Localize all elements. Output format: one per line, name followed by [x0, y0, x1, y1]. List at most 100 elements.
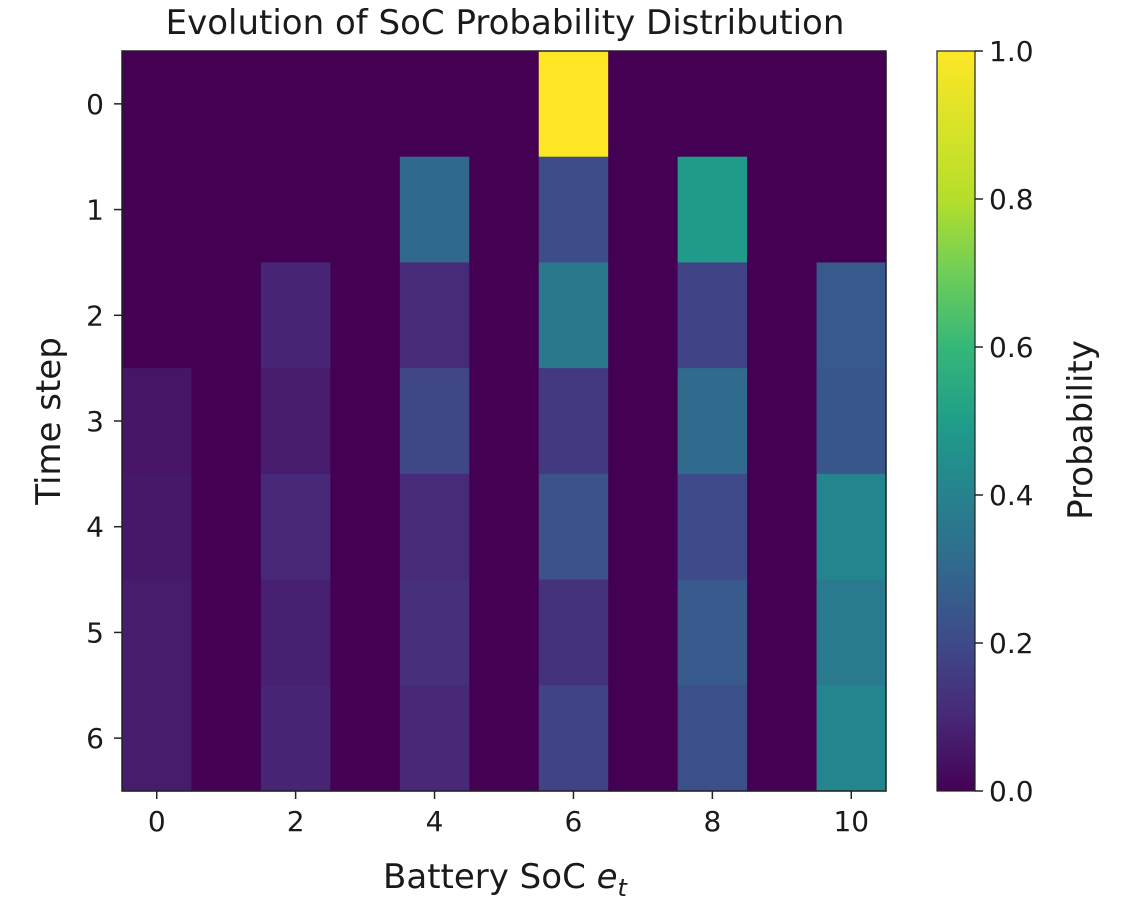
heatmap-cell — [816, 51, 887, 158]
heatmap-cell — [816, 473, 887, 581]
heatmap-cell — [399, 262, 470, 369]
heatmap-cell — [747, 156, 818, 264]
x-tick-label: 0 — [148, 805, 166, 838]
heatmap-cell — [330, 685, 401, 792]
colorbar-tick-label: 0.2 — [989, 627, 1034, 660]
heatmap-cell — [538, 262, 609, 369]
x-axis-label: Battery SoC et — [383, 857, 629, 902]
heatmap-cell — [399, 51, 470, 158]
heatmap-cell — [330, 51, 401, 158]
heatmap-cell — [747, 579, 818, 686]
heatmap-cell — [747, 473, 818, 581]
heatmap-cell — [399, 156, 470, 264]
colorbar-tick-label: 1.0 — [989, 35, 1034, 68]
y-axis-ticks: 0 1 2 3 4 5 6 — [86, 88, 122, 755]
y-tick-label: 4 — [86, 511, 104, 544]
heatmap-cell — [469, 473, 540, 581]
x-tick-label: 8 — [703, 805, 721, 838]
heatmap-cell — [677, 685, 748, 792]
heatmap-cell — [122, 156, 193, 264]
y-tick-label: 2 — [86, 299, 104, 332]
y-tick-label: 0 — [86, 88, 104, 121]
heatmap-cell — [816, 579, 887, 686]
y-tick-label: 5 — [86, 616, 104, 649]
chart-title: Evolution of SoC Probability Distributio… — [166, 3, 845, 43]
heatmap-cells — [122, 51, 887, 792]
y-axis-label: Time step — [29, 337, 69, 506]
y-tick-label: 1 — [86, 194, 104, 227]
heatmap-cell — [122, 51, 193, 158]
heatmap-cell — [608, 473, 679, 581]
heatmap-cell — [469, 156, 540, 264]
heatmap-cell — [816, 156, 887, 264]
heatmap-cell — [191, 51, 262, 158]
heatmap-cell — [608, 685, 679, 792]
heatmap-cell — [399, 368, 470, 475]
heatmap-cell — [538, 685, 609, 792]
heatmap-cell — [260, 51, 331, 158]
heatmap-cell — [191, 156, 262, 264]
heatmap-cell — [330, 473, 401, 581]
x-tick-label: 4 — [426, 805, 444, 838]
heatmap-cell — [538, 579, 609, 686]
heatmap-cell — [330, 368, 401, 475]
heatmap-cell — [608, 156, 679, 264]
heatmap-cell — [399, 579, 470, 686]
heatmap-cell — [747, 685, 818, 792]
x-tick-label: 10 — [833, 805, 869, 838]
heatmap-cell — [538, 51, 609, 158]
heatmap-cell — [538, 368, 609, 475]
heatmap-cell — [747, 51, 818, 158]
colorbar-tick-label: 0.8 — [989, 183, 1034, 216]
colorbar-ticks: 0.0 0.2 0.4 0.6 0.8 1.0 — [975, 35, 1034, 808]
heatmap-cell — [608, 51, 679, 158]
heatmap-cell — [122, 685, 193, 792]
heatmap-cell — [608, 579, 679, 686]
heatmap-cell — [260, 262, 331, 369]
y-tick-label: 3 — [86, 405, 104, 438]
heatmap-cell — [330, 262, 401, 369]
heatmap-cell — [122, 368, 193, 475]
heatmap-cell — [260, 579, 331, 686]
heatmap-cell — [122, 262, 193, 369]
heatmap-cell — [191, 579, 262, 686]
heatmap-cell — [191, 368, 262, 475]
colorbar-tick-label: 0.0 — [989, 775, 1034, 808]
heatmap-cell — [469, 51, 540, 158]
heatmap-cell — [677, 368, 748, 475]
heatmap-cell — [677, 262, 748, 369]
colorbar-label: Probability — [1061, 340, 1101, 520]
heatmap-cell — [747, 368, 818, 475]
heatmap-cell — [399, 685, 470, 792]
heatmap-cell — [538, 473, 609, 581]
heatmap-cell — [608, 262, 679, 369]
heatmap-cell — [469, 368, 540, 475]
heatmap-cell — [677, 473, 748, 581]
heatmap-cell — [816, 685, 887, 792]
heatmap-cell — [260, 156, 331, 264]
heatmap-cell — [677, 579, 748, 686]
heatmap-cell — [469, 685, 540, 792]
colorbar — [936, 50, 976, 792]
heatmap-cell — [747, 262, 818, 369]
heatmap-cell — [122, 579, 193, 686]
heatmap-cell — [330, 579, 401, 686]
x-axis-ticks: 0 2 4 6 8 10 — [148, 791, 869, 838]
heatmap-cell — [122, 473, 193, 581]
heatmap-cell — [538, 156, 609, 264]
heatmap-cell — [191, 262, 262, 369]
heatmap-cell — [330, 156, 401, 264]
heatmap-cell — [816, 368, 887, 475]
heatmap-cell — [399, 473, 470, 581]
heatmap-cell — [608, 368, 679, 475]
x-tick-label: 6 — [565, 805, 583, 838]
heatmap-cell — [469, 579, 540, 686]
heatmap-cell — [677, 156, 748, 264]
heatmap-cell — [260, 685, 331, 792]
heatmap-cell — [816, 262, 887, 369]
x-tick-label: 2 — [287, 805, 305, 838]
heatmap-cell — [260, 368, 331, 475]
heatmap-cell — [191, 685, 262, 792]
heatmap-cell — [677, 51, 748, 158]
